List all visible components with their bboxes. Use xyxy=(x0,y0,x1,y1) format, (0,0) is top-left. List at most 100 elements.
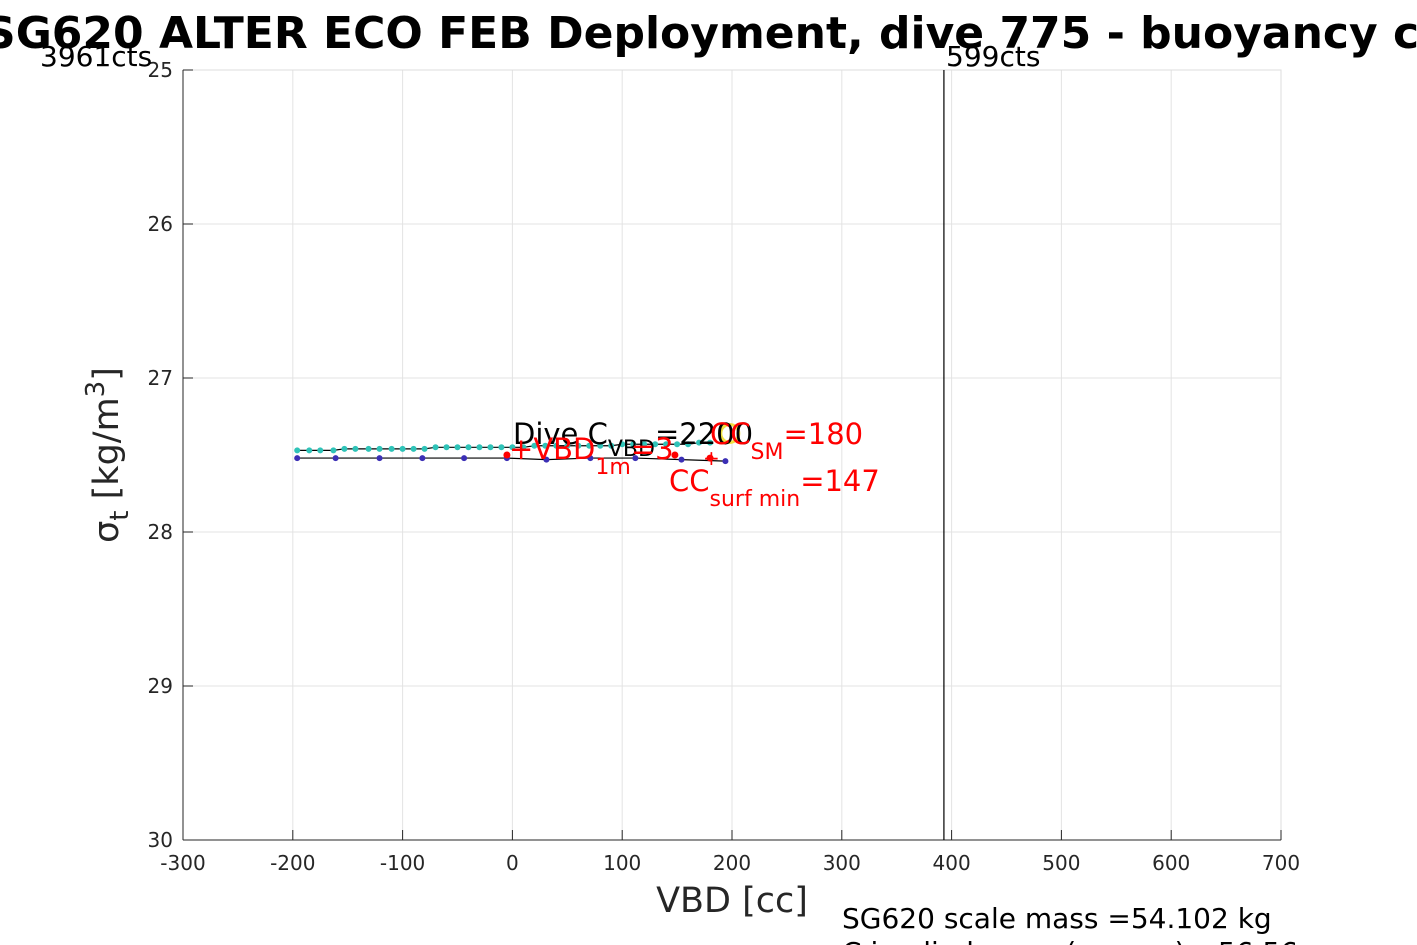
data-point xyxy=(678,456,685,463)
x-tick-label: 600 xyxy=(1152,851,1190,875)
chart-title: SG620 ALTER ECO FEB Deployment, dive 775… xyxy=(0,8,1417,59)
data-point xyxy=(632,455,639,462)
tick-marks xyxy=(182,69,1282,841)
annotation-vbd-1m: +VBD1m=3 xyxy=(509,432,674,480)
y-axis-label-symbol: σ xyxy=(87,521,127,543)
y-axis-label: σt [kg/m3] xyxy=(81,367,135,543)
y-axis-label-close: ] xyxy=(87,367,127,381)
data-point xyxy=(630,441,637,448)
data-point xyxy=(685,441,692,448)
data-point xyxy=(332,455,339,462)
data-point xyxy=(543,456,550,463)
data-point xyxy=(542,442,549,449)
data-point xyxy=(498,444,505,451)
annotation-dive-c-vbd: Dive CVBD=2200 xyxy=(513,417,753,462)
data-point xyxy=(696,439,703,446)
data-point xyxy=(674,441,681,448)
data-point xyxy=(587,455,594,462)
plot-area: -300 -200 -100 0 100 200 300 400 500 600 700 25262… xyxy=(148,58,1301,875)
y-tick-label: 26 xyxy=(148,212,173,236)
y-tick-label: 30 xyxy=(148,828,173,852)
y-tick-label: 29 xyxy=(148,674,173,698)
annotation-marker xyxy=(706,454,714,462)
x-tick-label: -200 xyxy=(270,851,315,875)
data-point xyxy=(476,444,483,451)
data-point xyxy=(461,455,468,462)
x-tick-label: 500 xyxy=(1042,851,1080,875)
data-point xyxy=(419,455,426,462)
annotation-markers xyxy=(503,422,741,462)
x-tick-label: -300 xyxy=(160,851,205,875)
data-point xyxy=(341,445,348,452)
data-point xyxy=(575,442,582,449)
data-point xyxy=(376,445,383,452)
x-tick-label: 200 xyxy=(713,851,751,875)
data-point xyxy=(443,444,450,451)
data-point xyxy=(509,444,516,451)
annotation-cc-surf-min-sub: surf min xyxy=(710,487,801,512)
corner-label-left: 3961cts xyxy=(40,40,152,73)
annotation-cc-surf-min-prefix: CC xyxy=(669,464,710,498)
data-point xyxy=(597,442,604,449)
data-point xyxy=(352,445,359,452)
annotation-dive-c-vbd-sub: VBD xyxy=(608,437,655,462)
data-point xyxy=(619,441,626,448)
x-tick-label: -100 xyxy=(380,851,425,875)
annotation-vbd-1m-plus: + xyxy=(509,432,533,466)
corner-label-right: 599cts xyxy=(946,40,1040,73)
data-point xyxy=(454,444,461,451)
data-point xyxy=(388,445,395,452)
x-tick-label: 400 xyxy=(933,851,971,875)
annotation-marker xyxy=(503,451,511,459)
annotation-cc-sm-prefix: CC xyxy=(710,417,751,451)
y-tick-label: 27 xyxy=(148,366,173,390)
data-point xyxy=(465,444,472,451)
annotation-cc-surf-min-value: =147 xyxy=(800,464,880,498)
y-tick-label: 28 xyxy=(148,520,173,544)
data-point xyxy=(317,447,324,454)
x-tick-label: 0 xyxy=(506,851,519,875)
y-axis-label-unit: [kg/m xyxy=(87,397,127,510)
annotation-vbd-1m-sub: 1m xyxy=(595,455,630,480)
data-point xyxy=(365,445,372,452)
cc-sm-circle xyxy=(719,422,741,444)
annotation-vbd-1m-value: =3 xyxy=(631,432,674,466)
annotation-cc-sm-value: =180 xyxy=(783,417,863,451)
data-point xyxy=(520,444,527,451)
data-point xyxy=(586,442,593,449)
data-point xyxy=(564,442,571,449)
annotation-marker xyxy=(671,451,679,459)
data-point xyxy=(608,442,615,449)
data-point xyxy=(294,455,301,462)
data-point xyxy=(707,439,714,446)
y-axis-label-superscript: 3 xyxy=(81,381,111,398)
data-point xyxy=(487,444,494,451)
data-series xyxy=(294,439,729,465)
y-tick-label: 25 xyxy=(148,58,173,82)
implied-mass-text: C implied mass (onseas) =56.56 xyxy=(842,936,1298,945)
data-point xyxy=(306,447,313,454)
x-tick-labels: -300 -200 -100 0 100 200 300 400 500 600 700 xyxy=(160,851,1300,875)
data-point xyxy=(421,445,428,452)
y-tick-labels: 25 26 27 28 29 30 xyxy=(148,58,173,852)
data-point xyxy=(722,458,729,465)
data-point xyxy=(330,447,337,454)
y-axis-label-subscript: t xyxy=(105,510,135,520)
x-tick-label: 300 xyxy=(823,851,861,875)
data-point xyxy=(294,447,301,454)
annotation-cc-plus: + xyxy=(703,446,720,470)
data-point xyxy=(531,442,538,449)
annotation-dive-c-vbd-value: =2200 xyxy=(655,417,753,451)
data-point xyxy=(410,445,417,452)
data-point xyxy=(663,441,670,448)
data-point xyxy=(641,441,648,448)
annotation-dive-c-vbd-prefix: Dive C xyxy=(513,417,608,451)
x-tick-label: 100 xyxy=(603,851,641,875)
scale-mass-text: SG620 scale mass =54.102 kg xyxy=(842,902,1272,935)
data-point xyxy=(553,442,560,449)
x-tick-label: 700 xyxy=(1262,851,1300,875)
data-point xyxy=(399,445,406,452)
x-axis-label: VBD [cc] xyxy=(656,881,808,921)
annotation-vbd-1m-prefix: VBD xyxy=(533,432,595,466)
annotation-cc-sm-sub: SM xyxy=(751,440,784,465)
